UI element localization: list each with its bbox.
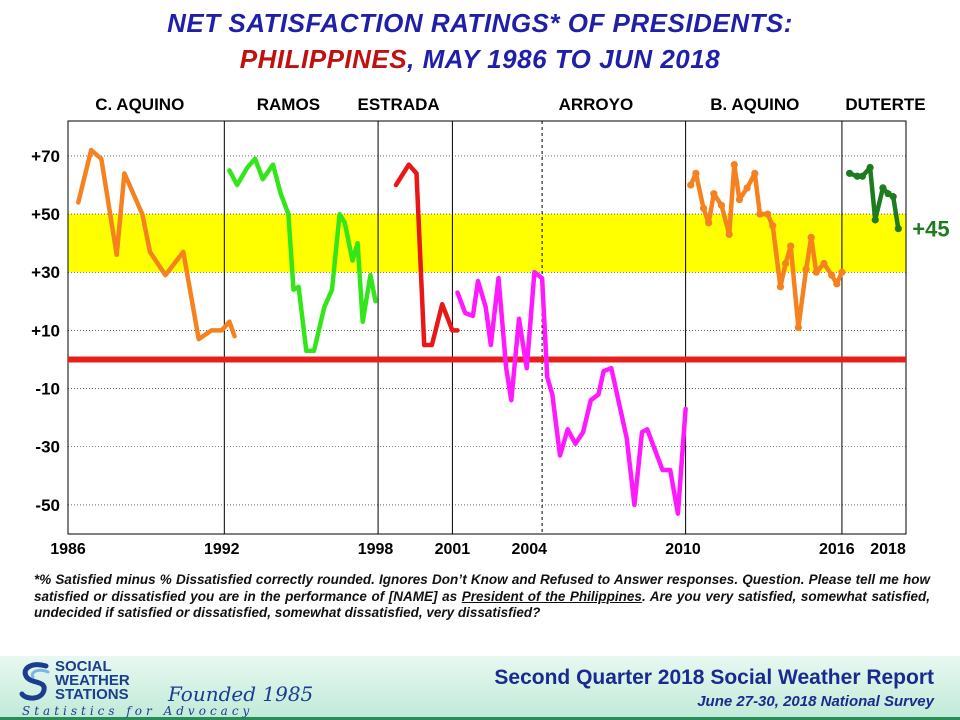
title-country: PHILIPPINES xyxy=(239,44,408,74)
president-label: RAMOS xyxy=(257,95,320,114)
data-point xyxy=(699,204,708,212)
series-line xyxy=(455,269,688,516)
logo-founded: Founded 1985 xyxy=(168,682,314,706)
data-point xyxy=(717,201,726,209)
logo-line-2: WEATHER xyxy=(55,672,130,689)
logo-line-1: SOCIAL xyxy=(55,658,112,675)
president-label: B. AQUINO xyxy=(710,95,799,114)
report-title: Second Quarter 2018 Social Weather Repor… xyxy=(494,666,934,689)
footnote-text-1: *% Satisfied minus % Dissatisfied correc… xyxy=(34,572,930,604)
data-point xyxy=(879,184,887,192)
logo-line-3: STATIONS xyxy=(55,686,129,703)
x-tick-label: 1992 xyxy=(204,541,240,558)
footer-band xyxy=(0,656,960,720)
series-line xyxy=(227,319,237,339)
data-point xyxy=(807,233,815,241)
data-point xyxy=(846,169,854,177)
survey-line: June 27-30, 2018 National Survey xyxy=(697,693,934,710)
x-tick-label: 1998 xyxy=(358,541,394,558)
x-tick-label: 2018 xyxy=(870,541,906,558)
data-point xyxy=(894,225,902,233)
series-line xyxy=(76,147,232,342)
data-point xyxy=(710,190,718,198)
y-tick-label: +50 xyxy=(31,205,60,224)
data-point xyxy=(838,268,846,276)
x-tick-label: 2010 xyxy=(665,541,701,558)
data-point xyxy=(764,210,772,218)
footnote-text-2: . Are you very satisfied, somewhat satis… xyxy=(34,588,930,621)
data-point xyxy=(866,163,874,172)
data-point xyxy=(776,283,785,291)
data-point xyxy=(858,172,867,180)
data-point xyxy=(794,323,802,332)
data-point xyxy=(787,242,795,250)
data-point xyxy=(889,193,897,201)
logo-tagline: Statistics for Advocacy xyxy=(22,704,254,718)
series-line xyxy=(227,156,378,354)
y-tick-label: +70 xyxy=(31,147,60,166)
president-label: ESTRADA xyxy=(358,95,440,114)
chart-title-line1: NET SATISFACTION RATINGS* OF PRESIDENTS: xyxy=(167,8,793,38)
data-point xyxy=(820,259,828,268)
y-tick-label: +30 xyxy=(31,263,60,282)
y-tick-label: -10 xyxy=(35,380,60,399)
data-point xyxy=(751,169,759,177)
data-point xyxy=(828,271,836,279)
president-label: C. AQUINO xyxy=(95,95,184,114)
logo-wordmark: SOCIAL WEATHER STATIONS xyxy=(55,658,130,703)
y-tick-label: +10 xyxy=(31,321,60,340)
title-date-range: MAY 1986 TO JUN 2018 xyxy=(414,44,721,74)
data-point xyxy=(735,195,744,204)
y-tick-label: -50 xyxy=(35,496,60,515)
y-tick-label: -30 xyxy=(35,438,60,457)
chart-title-line2: PHILIPPINES, MAY 1986 TO JUN 2018 xyxy=(0,44,960,75)
title-separator: , xyxy=(407,44,415,74)
data-point xyxy=(705,219,713,227)
plot-frame xyxy=(67,120,907,535)
x-tick-label: 2004 xyxy=(511,541,547,558)
x-tick-label: 2016 xyxy=(819,541,855,558)
data-point xyxy=(781,259,790,268)
data-point xyxy=(692,169,700,177)
data-point xyxy=(802,265,810,273)
sws-logo-icon xyxy=(19,662,50,701)
footnote: *% Satisfied minus % Dissatisfied correc… xyxy=(34,572,930,622)
satisfaction-band xyxy=(68,214,906,273)
x-tick-label: 1986 xyxy=(50,541,86,558)
latest-value-label: +45 xyxy=(912,217,949,242)
data-point xyxy=(833,280,841,288)
net-satisfaction-chart: +70 +50 +30 +10 -10 -30 -50 1986 1992 1998 2001 20… xyxy=(31,95,949,558)
footnote-underlined: President of the Philippines xyxy=(461,588,642,604)
series-line xyxy=(393,162,460,348)
president-label: ARROYO xyxy=(559,95,634,114)
data-point xyxy=(725,230,733,239)
data-point xyxy=(687,181,695,189)
footer-rule xyxy=(0,717,960,720)
x-tick-label: 2001 xyxy=(435,541,471,558)
data-point xyxy=(756,210,764,218)
data-point xyxy=(812,268,820,276)
data-point xyxy=(871,216,879,224)
president-label: DUTERTE xyxy=(845,95,925,114)
data-point xyxy=(730,161,738,169)
data-point xyxy=(769,222,777,230)
data-point xyxy=(853,172,861,180)
data-point xyxy=(743,184,751,192)
